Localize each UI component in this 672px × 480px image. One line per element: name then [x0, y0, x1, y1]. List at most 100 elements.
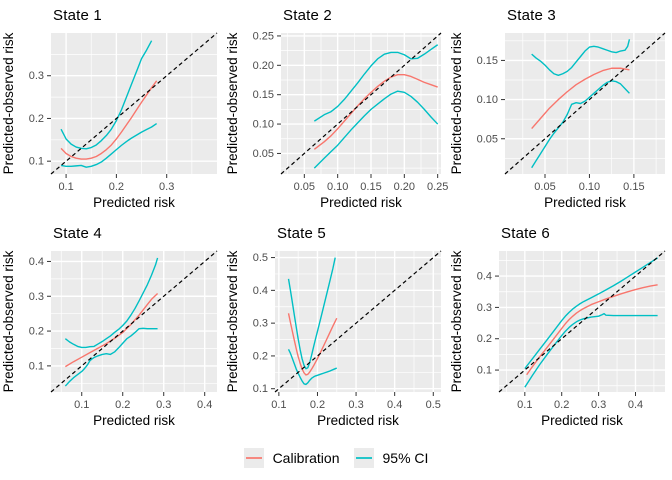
panel-state-6: State 6 0.1 0.2 0.3 0.4 0.1 0.2 0.3 0.4 Predicted…	[448, 218, 672, 436]
x-axis-label: Predicted risk	[317, 413, 399, 428]
x-tick-label: 0.5	[426, 399, 441, 411]
ci-upper-line	[64, 257, 159, 349]
legend-label-ci: 95% CI	[382, 450, 429, 466]
ci-upper-line	[60, 40, 153, 150]
panel-plot: 0.1 0.2 0.3 0.4 0.5 0.1 0.2 0.3 0.4 0.5 Predicted …	[225, 250, 442, 428]
x-tick-label: 0.4	[197, 399, 212, 411]
x-tick-label: 0.2	[115, 399, 130, 411]
x-tick-label: 0.20	[394, 181, 415, 193]
panel-plot: 0.1 0.2 0.3 0.4 0.1 0.2 0.3 0.4 Predicted risk Pr…	[1, 250, 218, 428]
y-axis-label: Predicted-observed risk	[449, 250, 464, 392]
x-axis-label: Predicted risk	[93, 413, 175, 428]
panel-plot: 0.05 0.10 0.15 0.05 0.10 0.15 Predicted risk Pr…	[449, 32, 666, 210]
identity-line	[274, 250, 442, 393]
ci-lower-line	[60, 123, 158, 168]
calibration-line	[526, 284, 658, 376]
y-tick-label: 0.3	[253, 318, 268, 330]
ci-upper-line	[524, 257, 658, 369]
x-tick-label: 0.3	[591, 399, 606, 411]
facet-grid: State 1 0.1 0.2 0.3 0.1 0.2 0.3 Predicted risk P…	[0, 0, 672, 436]
panel-title: State 2	[283, 7, 332, 24]
panel-plot: 0.1 0.2 0.3 0.4 0.1 0.2 0.3 0.4 Predicted risk Pr…	[449, 250, 666, 428]
panel-title: State 4	[53, 225, 102, 242]
y-axis-label: Predicted-observed risk	[449, 32, 464, 174]
y-tick-label: 0.2	[29, 326, 44, 338]
panel-state-3: State 3 0.05 0.10 0.15 0.05 0.10 0.15 Predicted…	[448, 0, 672, 218]
ci-upper-line	[531, 39, 631, 76]
x-tick-label: 0.2	[310, 399, 325, 411]
y-tick-label: 0.10	[253, 119, 274, 131]
legend-item-ci: 95% CI	[353, 448, 429, 468]
identity-line	[50, 32, 218, 175]
y-tick-label: 0.1	[29, 360, 44, 372]
ci-upper-line	[313, 44, 439, 122]
y-tick-label: 0.5	[253, 252, 268, 264]
panel-state-2: State 2 0.05 0.10 0.15 0.20 0.25 0.05 0.10 0.15 0…	[224, 0, 448, 218]
y-tick-label: 0.25	[253, 30, 274, 42]
x-tick-label: 0.3	[348, 399, 363, 411]
x-tick-label: 0.05	[294, 181, 315, 193]
identity-line	[498, 250, 666, 393]
ci-lower-line	[531, 80, 630, 169]
y-tick-label: 0.1	[477, 365, 492, 377]
x-axis-label: Predicted risk	[320, 195, 402, 210]
x-tick-label: 0.3	[159, 181, 174, 193]
y-tick-label: 0.2	[29, 113, 44, 125]
y-axis-label: Predicted-observed risk	[1, 250, 16, 392]
panel-title: State 3	[507, 7, 556, 24]
x-axis-label: Predicted risk	[544, 195, 626, 210]
x-tick-label: 0.1	[271, 399, 286, 411]
y-tick-label: 0.1	[253, 383, 268, 395]
panel-title: State 5	[277, 225, 326, 242]
legend: Calibration 95% CI	[0, 436, 672, 480]
x-tick-label: 0.2	[554, 399, 569, 411]
y-tick-label: 0.4	[29, 256, 44, 268]
x-tick-label: 0.15	[623, 181, 644, 193]
x-tick-label: 0.10	[579, 181, 600, 193]
x-tick-label: 0.4	[628, 399, 643, 411]
y-tick-label: 0.15	[477, 55, 498, 67]
x-tick-label: 0.25	[427, 181, 448, 193]
x-axis-label: Predicted risk	[93, 195, 175, 210]
calibration-line	[60, 80, 158, 160]
ci-upper-line	[287, 257, 336, 370]
y-axis-label: Predicted-observed risk	[225, 250, 240, 392]
y-tick-label: 0.4	[477, 271, 492, 283]
y-tick-label: 0.3	[29, 291, 44, 303]
ci-lower-line	[313, 90, 439, 169]
legend-key-ci	[353, 448, 374, 468]
y-axis-label: Predicted-observed risk	[225, 32, 240, 174]
x-tick-label: 0.1	[74, 399, 89, 411]
identity-line	[504, 32, 666, 175]
y-tick-label: 0.3	[477, 302, 492, 314]
legend-item-calibration: Calibration	[243, 448, 340, 468]
x-tick-label: 0.4	[387, 399, 402, 411]
panel-title: State 1	[53, 7, 102, 24]
calibration-line	[531, 67, 630, 130]
panel-plot: 0.1 0.2 0.3 0.1 0.2 0.3 Predicted risk Predicte…	[1, 32, 218, 210]
y-tick-label: 0.2	[253, 350, 268, 362]
x-tick-label: 0.1	[517, 399, 532, 411]
legend-key-calibration	[243, 448, 264, 468]
x-tick-label: 0.05	[534, 181, 555, 193]
identity-line	[280, 32, 442, 175]
y-tick-label: 0.3	[29, 70, 44, 82]
y-tick-label: 0.1	[29, 156, 44, 168]
y-tick-label: 0.05	[477, 133, 498, 145]
ci-lower-line	[64, 327, 158, 387]
y-tick-label: 0.2	[477, 333, 492, 345]
x-tick-label: 0.3	[156, 399, 171, 411]
calibration-line	[287, 313, 338, 376]
x-tick-label: 0.1	[58, 181, 73, 193]
x-tick-label: 0.10	[327, 181, 348, 193]
ci-lower-line	[287, 349, 338, 386]
panel-title: State 6	[501, 225, 550, 242]
y-tick-label: 0.10	[477, 94, 498, 106]
calibration-line	[313, 74, 438, 150]
legend-label-calibration: Calibration	[272, 450, 340, 466]
x-tick-label: 0.2	[109, 181, 124, 193]
identity-line	[50, 250, 218, 393]
calibration-key-swatch	[245, 457, 262, 459]
panel-state-1: State 1 0.1 0.2 0.3 0.1 0.2 0.3 Predicted risk P…	[0, 0, 224, 218]
y-tick-label: 0.15	[253, 89, 274, 101]
